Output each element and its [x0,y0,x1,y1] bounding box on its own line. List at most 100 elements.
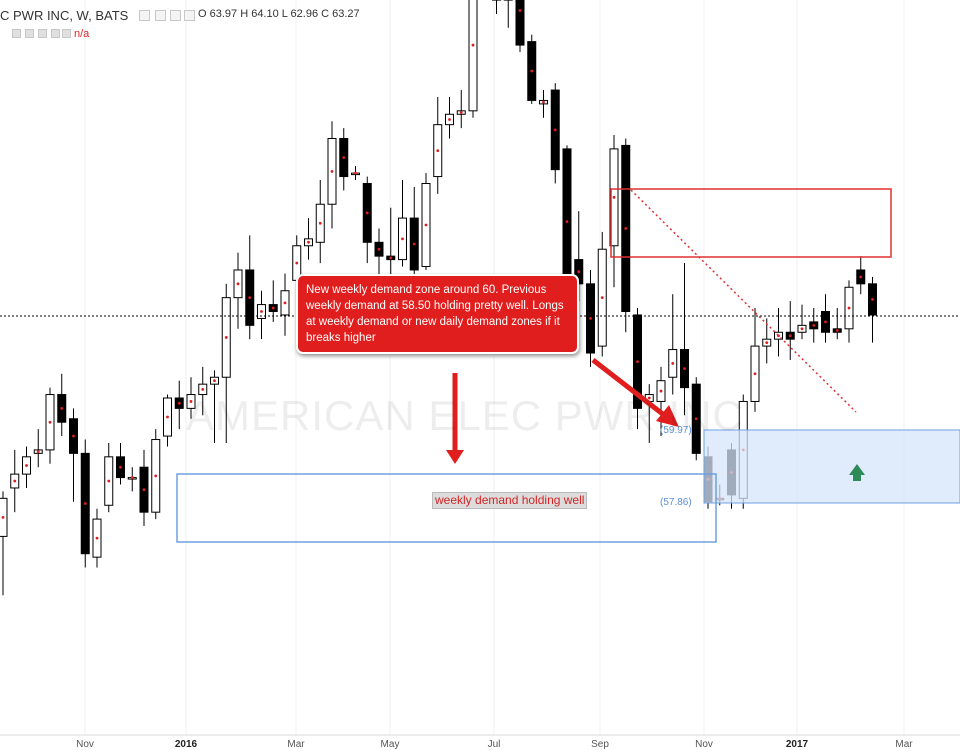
candle [22,446,31,488]
candle [809,308,819,343]
candle [409,186,419,281]
supply-zone-box [610,188,892,258]
symbol-title[interactable]: C PWR INC, W, BATS [0,8,129,23]
down-arrow [446,373,464,464]
candle [539,90,548,118]
x-axis-ticks: Nov 2016 Mar May Jul Sep Nov 2017 Mar [76,739,913,750]
candle [621,138,631,333]
candle [868,276,877,343]
candle [856,256,866,295]
candle [550,83,560,184]
indicator-value: n/a [74,28,90,40]
candle [186,377,196,419]
x-tick-label: Sep [591,739,609,750]
up-arrow-icon [849,464,865,481]
x-tick-label: 2017 [786,739,809,750]
candle [198,366,208,416]
candle [151,429,161,520]
candle [586,269,595,367]
candle [104,442,114,513]
candle [304,218,313,260]
candle [433,96,443,194]
settings-gear-icon[interactable] [170,10,181,21]
candle [762,318,772,364]
close-icon[interactable] [184,10,195,21]
x-tick-label: Nov [76,739,94,750]
candle [680,263,689,416]
candle [33,429,43,468]
x-tick-label: Nov [695,739,713,750]
x-tick-label: Mar [287,739,305,750]
candle [527,34,537,104]
candle [116,442,125,485]
candle [92,508,102,568]
annotation-callout[interactable]: New weekly demand zone around 60. Previo… [296,274,579,354]
candle [10,449,20,513]
candle [386,207,396,284]
candle [797,304,807,340]
prior-demand-zone-box [176,473,717,543]
candle [456,90,466,129]
candle [445,96,454,139]
candle [515,0,525,53]
candle [362,176,372,264]
candle [268,280,278,322]
demand-zone-box [703,429,960,504]
candle [257,290,266,340]
candle [245,235,255,340]
candle [656,366,666,437]
ohlc-readout: O 63.97 H 64.10 L 62.96 C 63.27 [198,8,360,20]
candle [503,0,513,28]
indicator-settings-icon[interactable] [38,29,47,38]
x-tick-label: May [381,739,400,750]
candle [69,408,78,502]
candle [492,0,501,14]
candle [80,439,90,568]
candle [45,387,55,464]
indicator-toggle-icon[interactable] [12,29,21,38]
indicator-eye-icon[interactable] [25,29,34,38]
candle [327,121,337,229]
candle [210,370,219,443]
x-tick-label: Jul [488,739,501,750]
x-tick-label: Mar [895,739,913,750]
candle [174,380,184,430]
candle [57,373,67,437]
candle [609,135,619,288]
candle [821,294,830,343]
candle [844,280,854,343]
candle [785,301,795,360]
candle [668,294,678,395]
candle [233,252,243,329]
zone-top-price-label: (59.97) [660,425,692,436]
candle [421,173,431,270]
candle [315,180,325,264]
candle [139,449,149,527]
candle [163,394,172,447]
candle [774,308,783,357]
indicator-menu-icon[interactable] [51,29,60,38]
diagonal-arrow [591,358,679,427]
candle [280,273,290,336]
demand-zone-label[interactable]: weekly demand holding well [432,492,588,509]
indicator-close-icon[interactable] [62,29,71,38]
candle [691,377,701,461]
dropdown-chevron-icon[interactable] [139,10,150,21]
grid-lines [84,0,905,735]
candle [633,308,642,430]
candle [832,308,842,340]
candle [374,228,384,277]
candle [221,283,231,443]
zone-bottom-price-label: (57.86) [660,497,692,508]
candle [398,180,407,267]
candle [339,128,349,191]
candle [468,0,478,118]
candle [127,467,137,492]
trend-line [630,189,857,413]
candle [750,308,760,412]
candle [597,231,607,357]
eye-icon[interactable] [155,10,166,21]
candle [351,166,360,181]
candle [0,491,8,596]
